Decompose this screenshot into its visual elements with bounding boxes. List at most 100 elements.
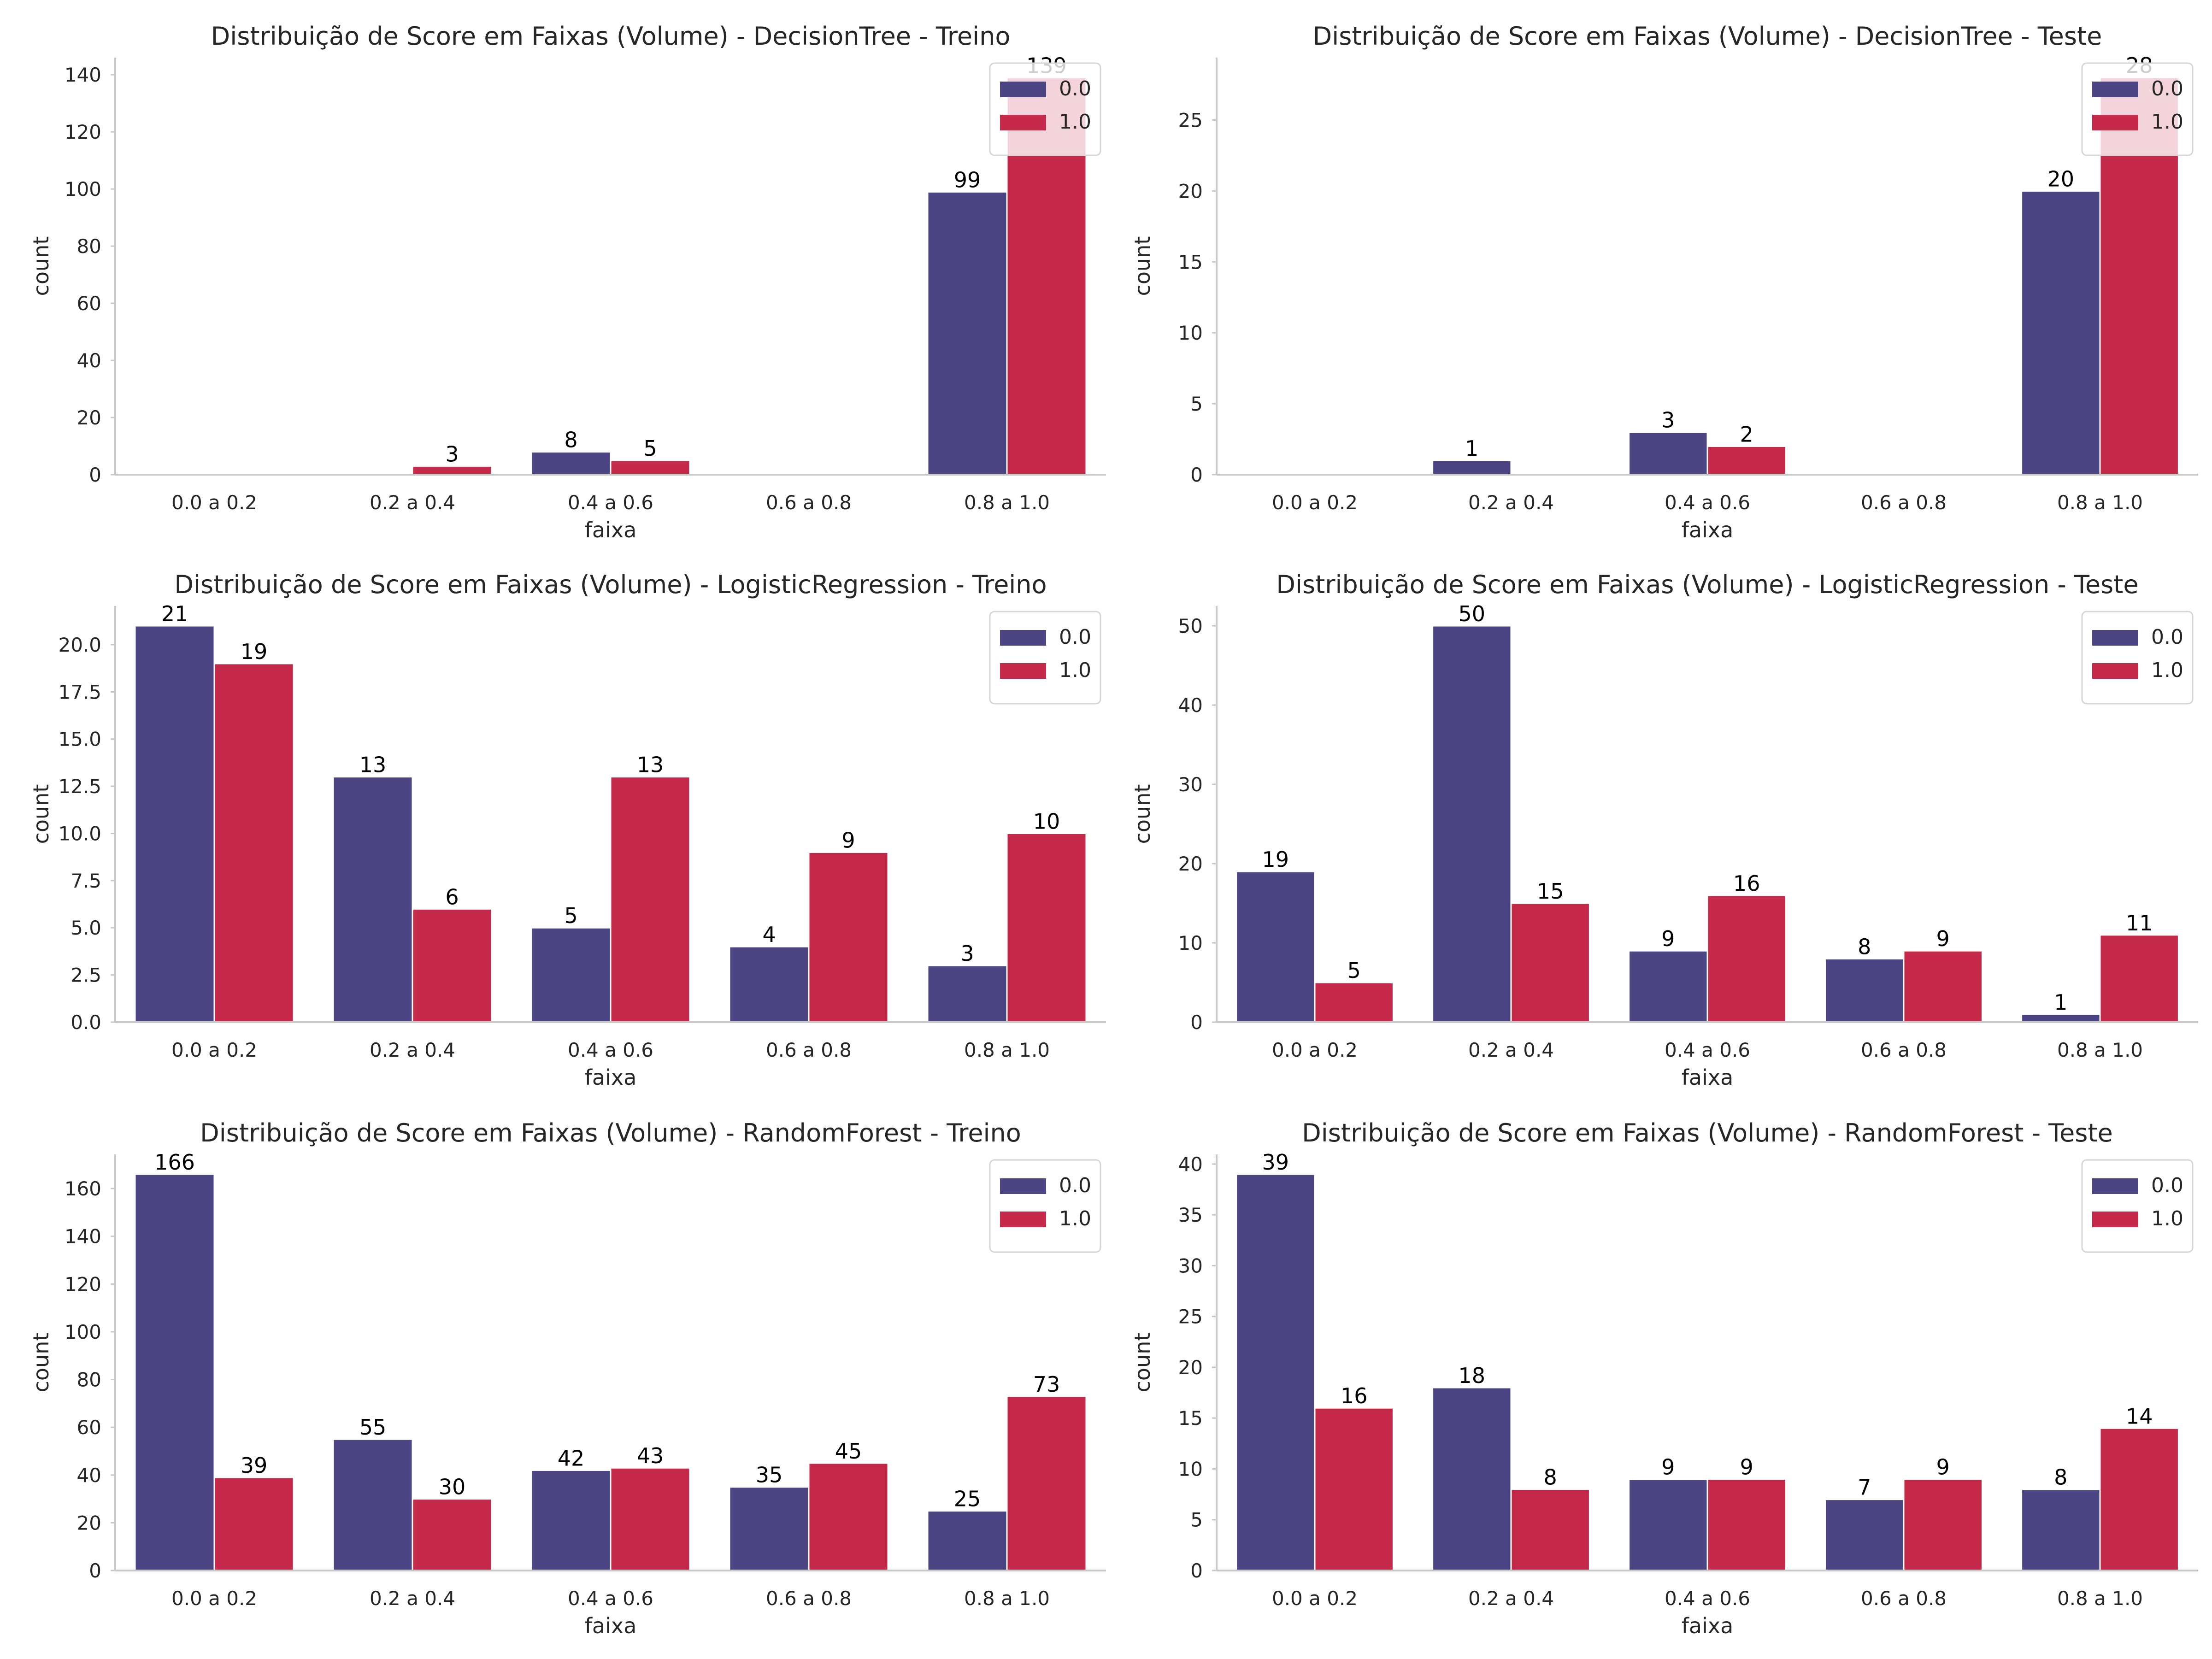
- x-tick-label: 0.0 a 0.2: [1272, 491, 1358, 514]
- x-tick-label: 0.0 a 0.2: [171, 491, 257, 514]
- y-tick-label: 10.0: [58, 822, 101, 845]
- data-label: 9: [1661, 926, 1675, 951]
- x-tick-label: 0.6 a 0.8: [1861, 1039, 1947, 1061]
- y-tick-label: 10: [1178, 322, 1203, 344]
- bar-series-0.0-0.6a0.8: [1824, 1499, 1905, 1571]
- legend: 0.01.0: [2081, 1159, 2194, 1253]
- y-tick-label: 20: [77, 1512, 101, 1534]
- x-tick-label: 0.6 a 0.8: [1861, 491, 1947, 514]
- y-tick-label: 20.0: [58, 634, 101, 656]
- x-axis-label: faixa: [585, 518, 637, 542]
- legend: 0.01.0: [989, 611, 1101, 705]
- data-label: 1: [2054, 990, 2067, 1015]
- subplot-5: Distribuição de Score em Faixas (Volume)…: [29, 1118, 1106, 1638]
- data-label: 16: [1341, 1383, 1368, 1408]
- y-tick-label: 5.0: [71, 917, 101, 939]
- legend-label: 0.0: [1059, 77, 1091, 100]
- legend-label: 0.0: [1059, 625, 1091, 649]
- y-tick-label: 100: [65, 178, 101, 200]
- y-tick-label: 20: [1178, 180, 1203, 202]
- data-label: 19: [241, 639, 268, 664]
- data-label: 8: [1858, 934, 1871, 959]
- legend-label: 0.0: [1059, 1174, 1091, 1197]
- data-label: 43: [637, 1443, 664, 1468]
- legend: 0.01.0: [2081, 62, 2194, 156]
- bar-series-1.0-0.4a0.6: [610, 1467, 691, 1571]
- bar-series-0.0-0.0a0.2: [1235, 871, 1316, 1023]
- y-tick-label: 100: [65, 1321, 101, 1343]
- data-label: 45: [835, 1439, 862, 1464]
- y-tick-label: 40: [77, 349, 101, 372]
- data-label: 15: [1537, 879, 1564, 904]
- y-tick-label: 0.0: [71, 1011, 101, 1034]
- bar-series-0.0-0.2a0.4: [1432, 625, 1512, 1023]
- y-tick-label: 30: [1178, 773, 1203, 796]
- data-label: 25: [954, 1486, 981, 1511]
- data-label: 6: [445, 884, 459, 909]
- x-tick-label: 0.0 a 0.2: [171, 1039, 257, 1061]
- y-tick-label: 5: [1190, 393, 1203, 415]
- y-axis-label: count: [1130, 784, 1155, 844]
- y-tick-label: 25: [1178, 1306, 1203, 1328]
- y-tick-label: 60: [77, 1416, 101, 1439]
- data-label: 11: [2126, 911, 2153, 935]
- y-tick-label: 0: [1190, 1559, 1203, 1582]
- y-tick-label: 20: [77, 406, 101, 429]
- bar-series-1.0-0.0a0.2: [1314, 1407, 1394, 1571]
- data-label: 5: [564, 903, 577, 928]
- subplot-4: Distribuição de Score em Faixas (Volume)…: [1130, 570, 2198, 1090]
- data-label: 5: [1347, 958, 1361, 983]
- bar-series-0.0-0.4a0.6: [1628, 950, 1708, 1023]
- y-axis-label: count: [29, 1333, 53, 1393]
- bar-series-0.0-0.2a0.4: [1432, 1387, 1512, 1571]
- chart-title: Distribuição de Score em Faixas (Volume)…: [1302, 1118, 2113, 1147]
- legend-swatch-1.0: [1000, 663, 1046, 679]
- x-tick-label: 0.0 a 0.2: [1272, 1039, 1358, 1061]
- y-tick-label: 60: [77, 292, 101, 315]
- bar-series-0.0-0.0a0.2: [1235, 1173, 1316, 1571]
- bar-series-1.0-0.8a1.0: [1006, 832, 1087, 1023]
- data-label: 3: [960, 941, 974, 966]
- data-label: 9: [1740, 1455, 1753, 1480]
- legend: 0.01.0: [989, 62, 1101, 156]
- bar-series-1.0-0.6a0.8: [1903, 950, 1983, 1023]
- y-tick-label: 80: [77, 1369, 101, 1391]
- chart-title: Distribuição de Score em Faixas (Volume)…: [200, 1118, 1021, 1147]
- y-tick-label: 17.5: [58, 681, 101, 703]
- legend-swatch-0.0: [2092, 82, 2138, 97]
- legend-swatch-1.0: [2092, 663, 2138, 679]
- x-tick-label: 0.8 a 1.0: [2057, 1587, 2143, 1610]
- data-label: 39: [241, 1453, 268, 1478]
- legend-label: 1.0: [2151, 659, 2183, 682]
- y-tick-label: 25: [1178, 109, 1203, 131]
- bar-series-0.0-0.0a0.2: [134, 625, 215, 1023]
- bar-series-1.0-0.2a0.4: [412, 1498, 493, 1571]
- data-label: 13: [637, 753, 664, 777]
- x-tick-label: 0.2 a 0.4: [370, 491, 455, 514]
- legend-label: 0.0: [2151, 625, 2183, 649]
- y-tick-label: 0: [1190, 464, 1203, 486]
- data-label: 14: [2126, 1404, 2153, 1429]
- bar-series-0.0-0.4a0.6: [530, 1469, 612, 1571]
- y-tick-label: 120: [65, 121, 101, 143]
- bar-series-0.0-0.4a0.6: [530, 927, 612, 1023]
- data-label: 55: [359, 1415, 387, 1440]
- data-label: 13: [359, 753, 387, 777]
- bar-series-0.0-0.0a0.2: [134, 1173, 215, 1571]
- legend-swatch-0.0: [1000, 630, 1046, 646]
- data-label: 8: [1544, 1465, 1557, 1490]
- data-label: 9: [841, 828, 855, 853]
- data-label: 30: [439, 1475, 466, 1500]
- y-tick-label: 30: [1178, 1254, 1203, 1277]
- y-axis-label: count: [1130, 236, 1155, 296]
- x-tick-label: 0.8 a 1.0: [2057, 1039, 2143, 1061]
- bar-series-1.0-0.0a0.2: [213, 1477, 294, 1571]
- data-label: 20: [2047, 166, 2075, 191]
- x-axis-label: faixa: [585, 1065, 637, 1090]
- y-tick-label: 2.5: [71, 964, 101, 987]
- y-tick-label: 15.0: [58, 728, 101, 751]
- bar-series-0.0-0.8a1.0: [2021, 190, 2101, 476]
- data-label: 8: [2054, 1465, 2067, 1490]
- data-label: 9: [1661, 1455, 1675, 1480]
